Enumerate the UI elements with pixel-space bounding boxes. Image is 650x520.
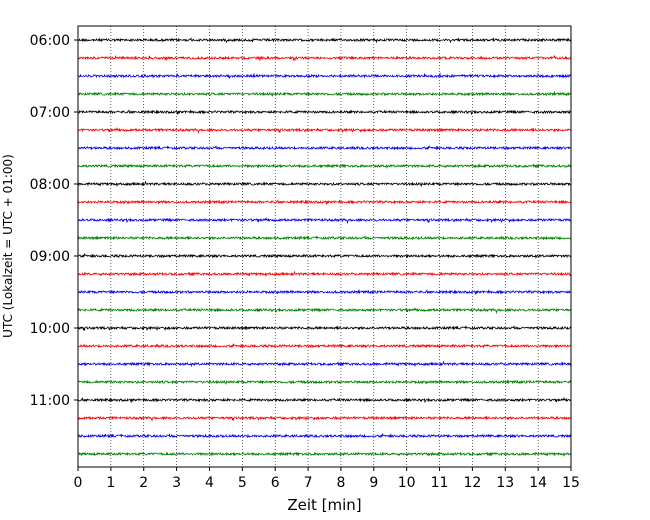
x-tick-label: 13 xyxy=(496,475,514,491)
trace-line xyxy=(77,343,572,349)
trace-line xyxy=(77,54,572,62)
x-axis-label: Zeit [min] xyxy=(287,496,361,514)
y-tick-label: 10:00 xyxy=(30,321,70,337)
x-tick-label: 4 xyxy=(205,475,214,491)
x-tick-label: 10 xyxy=(398,475,416,491)
trace-line xyxy=(77,307,572,315)
trace-line xyxy=(77,145,572,151)
x-tick-label: 0 xyxy=(74,475,83,491)
trace-line xyxy=(77,181,572,187)
x-tick-label: 12 xyxy=(463,475,481,491)
x-tick-label: 5 xyxy=(238,475,247,491)
trace-line xyxy=(77,433,572,439)
y-tick-label: 11:00 xyxy=(30,393,70,409)
trace-line xyxy=(77,325,572,331)
x-tick-label: 11 xyxy=(431,475,449,491)
x-tick-label: 7 xyxy=(304,475,313,491)
x-tick-label: 15 xyxy=(562,475,580,491)
x-axis-ticks: 0 1 2 3 4 5 6 7 8 9 10 11 12 13 14 15 xyxy=(74,467,580,491)
trace-line xyxy=(77,415,572,423)
y-axis-label: UTC (Lokalzeit = UTC + 01:00) xyxy=(1,154,15,338)
y-tick-label: 08:00 xyxy=(30,177,70,193)
x-tick-label: 6 xyxy=(271,475,280,491)
trace-line xyxy=(77,379,572,385)
trace-line xyxy=(77,37,572,44)
x-tick-label: 2 xyxy=(139,475,148,491)
trace-line xyxy=(77,109,572,116)
trace-line xyxy=(77,451,572,458)
x-tick-label: 3 xyxy=(172,475,181,491)
trace-line xyxy=(77,127,572,135)
x-tick-label: 9 xyxy=(369,475,378,491)
trace-line xyxy=(77,289,572,296)
trace-line xyxy=(77,163,572,170)
y-tick-label: 06:00 xyxy=(30,33,70,49)
x-tick-label: 8 xyxy=(336,475,345,491)
trace-line xyxy=(77,397,572,404)
trace-line xyxy=(77,91,572,97)
trace-line xyxy=(77,72,572,79)
trace-line xyxy=(77,361,572,368)
plot-frame xyxy=(77,25,572,468)
y-tick-label: 09:00 xyxy=(30,249,70,265)
trace-line xyxy=(77,271,572,277)
trace-line xyxy=(77,199,572,206)
seismic-traces xyxy=(77,37,572,458)
trace-line xyxy=(77,217,572,225)
trace-line xyxy=(77,253,572,260)
y-tick-label: 07:00 xyxy=(30,105,70,121)
x-tick-label: 1 xyxy=(106,475,115,491)
y-axis-ticks: 06:00 07:00 08:00 09:00 10:00 11:00 xyxy=(30,33,78,409)
x-tick-label: 14 xyxy=(529,475,547,491)
trace-line xyxy=(77,235,572,241)
